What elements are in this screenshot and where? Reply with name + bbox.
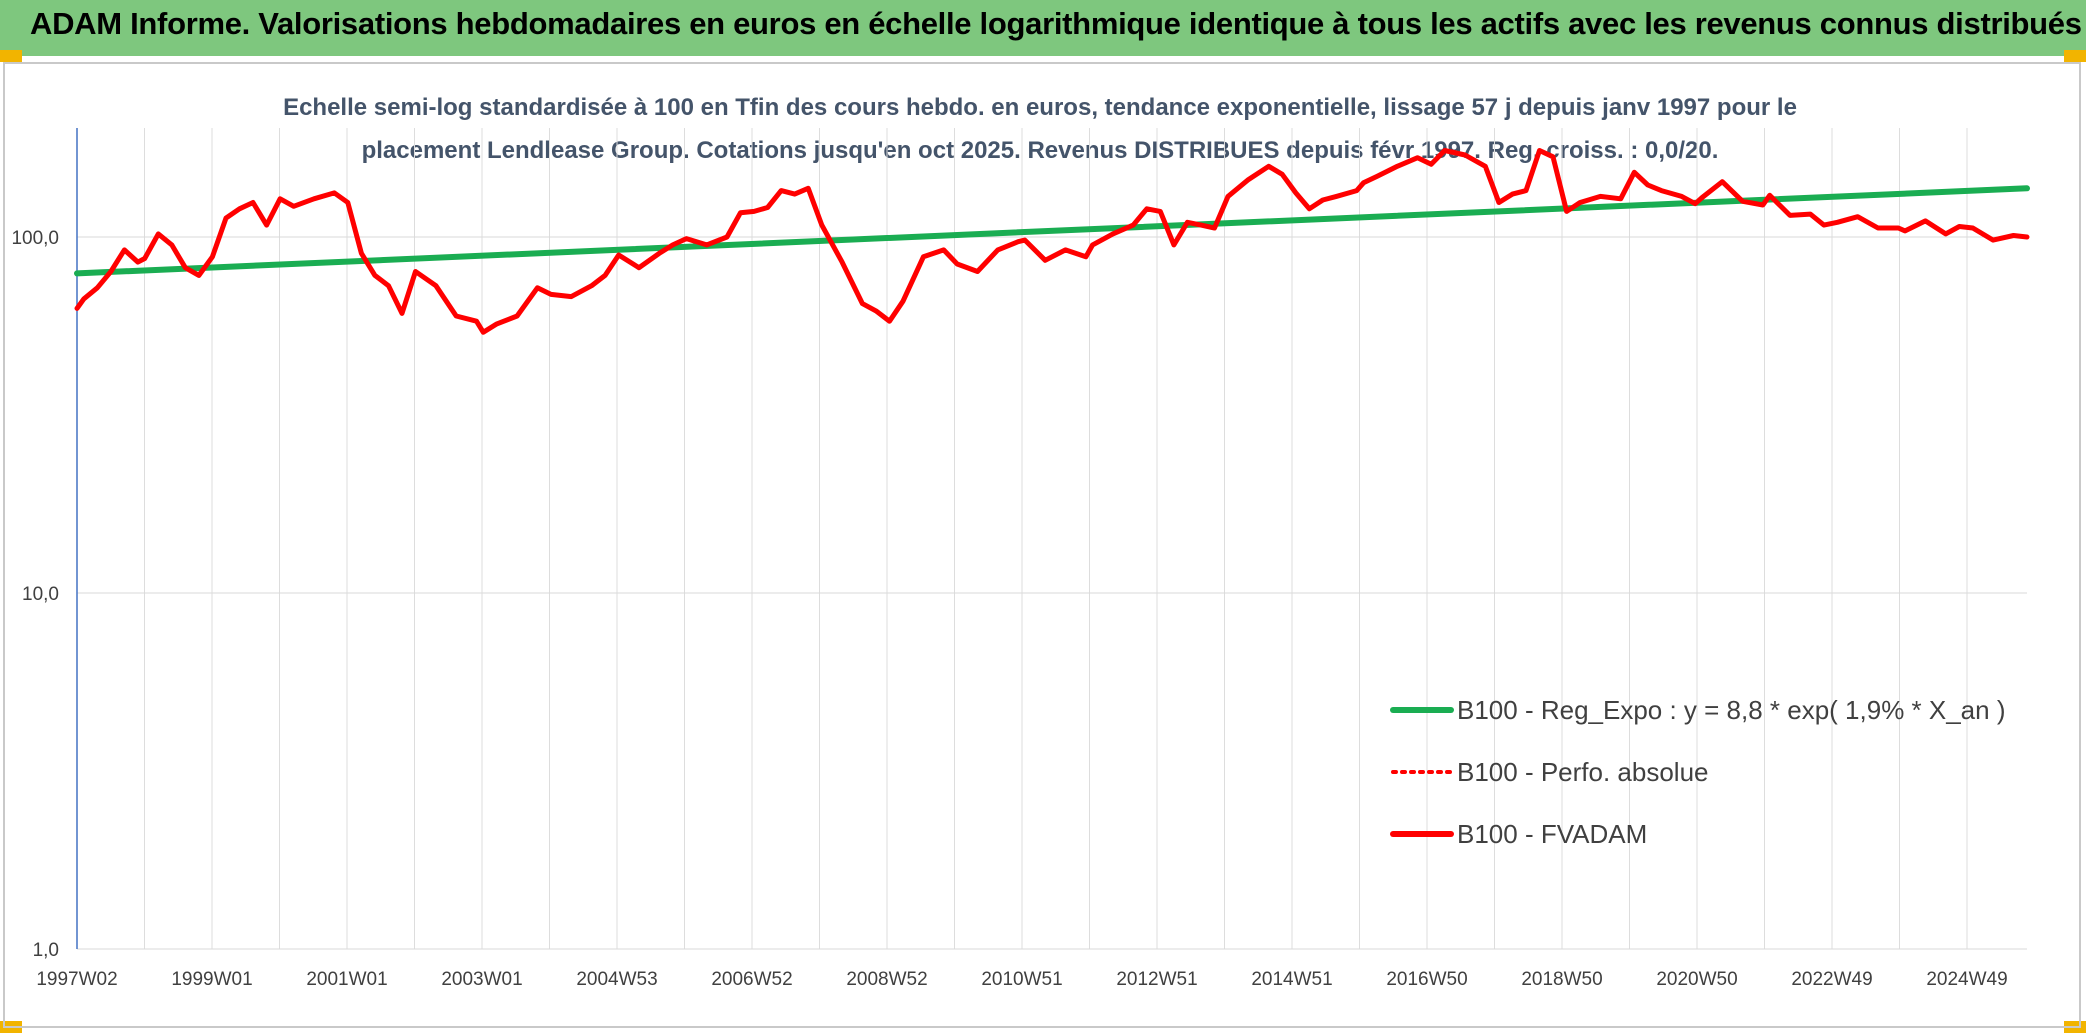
y-tick-label: 1,0 bbox=[33, 940, 59, 961]
x-tick-label: 2004W53 bbox=[576, 969, 657, 990]
x-tick-label: 2003W01 bbox=[441, 969, 522, 990]
x-tick-label: 2018W50 bbox=[1521, 969, 1602, 990]
chart-frame bbox=[3, 62, 2081, 1028]
x-tick-label: 2024W49 bbox=[1926, 969, 2007, 990]
corner-mark bbox=[0, 50, 22, 62]
trend-line bbox=[74, 185, 2030, 277]
corner-mark bbox=[2064, 50, 2086, 62]
x-tick-label: 2012W51 bbox=[1116, 969, 1197, 990]
x-tick-label: 2006W52 bbox=[711, 969, 792, 990]
series-line bbox=[74, 148, 2030, 335]
x-tick-label: 2022W49 bbox=[1791, 969, 1872, 990]
x-tick-label: 2020W50 bbox=[1656, 969, 1737, 990]
y-tick-label: 10,0 bbox=[22, 584, 59, 605]
x-tick-label: 1997W02 bbox=[36, 969, 117, 990]
legend-label: B100 - Reg_Expo : y = 8,8 * exp( 1,9% * … bbox=[1457, 695, 2006, 725]
x-tick-label: 2010W51 bbox=[981, 969, 1062, 990]
x-tick-label: 2016W50 bbox=[1386, 969, 1467, 990]
banner: ADAM Informe. Valorisations hebdomadaire… bbox=[0, 0, 2086, 56]
chart-title: Echelle semi-log standardisée à 100 en T… bbox=[283, 94, 1797, 164]
x-tick-label: 2001W01 bbox=[306, 969, 387, 990]
x-tick-label: 2014W51 bbox=[1251, 969, 1332, 990]
x-tick-label: 2008W52 bbox=[846, 969, 927, 990]
legend-label: B100 - FVADAM bbox=[1457, 819, 1647, 849]
x-tick-label: 1999W01 bbox=[171, 969, 252, 990]
legend-label: B100 - Perfo. absolue bbox=[1457, 757, 1709, 787]
page-title: ADAM Informe. Valorisations hebdomadaire… bbox=[30, 6, 2082, 41]
y-tick-label: 100,0 bbox=[11, 228, 59, 249]
